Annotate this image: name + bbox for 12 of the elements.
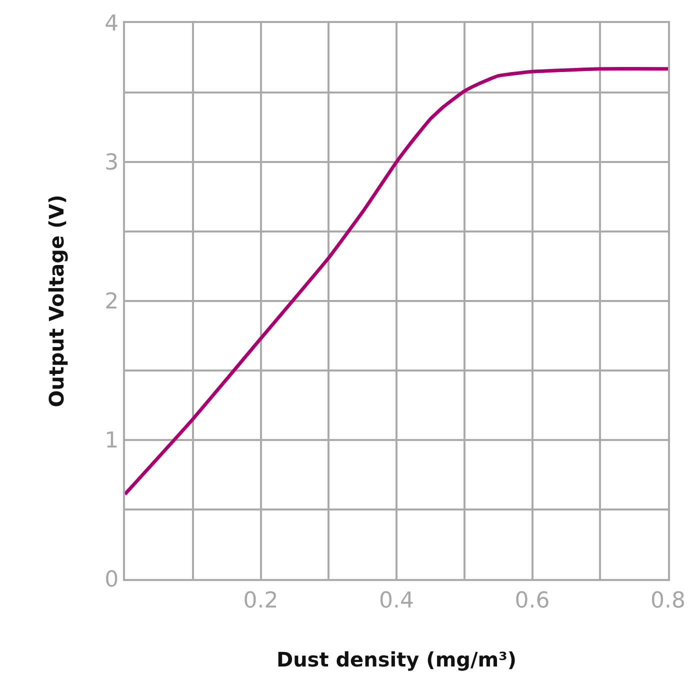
y-tick-label: 0 bbox=[104, 568, 119, 593]
x-tick-label: 0.8 bbox=[650, 588, 686, 614]
y-tick-label: 3 bbox=[104, 150, 119, 176]
y-tick-label: 1 bbox=[104, 428, 119, 454]
x-tick-label: 0.2 bbox=[243, 588, 278, 614]
x-axis-title: Dust density (mg/m³) bbox=[276, 647, 517, 672]
x-tick-label: 0.4 bbox=[379, 588, 414, 614]
y-tick-label: 4 bbox=[104, 12, 119, 37]
line-series bbox=[125, 67, 668, 496]
y-axis-title: Output Voltage (V) bbox=[44, 194, 69, 408]
y-tick-label: 2 bbox=[104, 290, 119, 315]
x-tick-label: 0.6 bbox=[514, 588, 550, 614]
